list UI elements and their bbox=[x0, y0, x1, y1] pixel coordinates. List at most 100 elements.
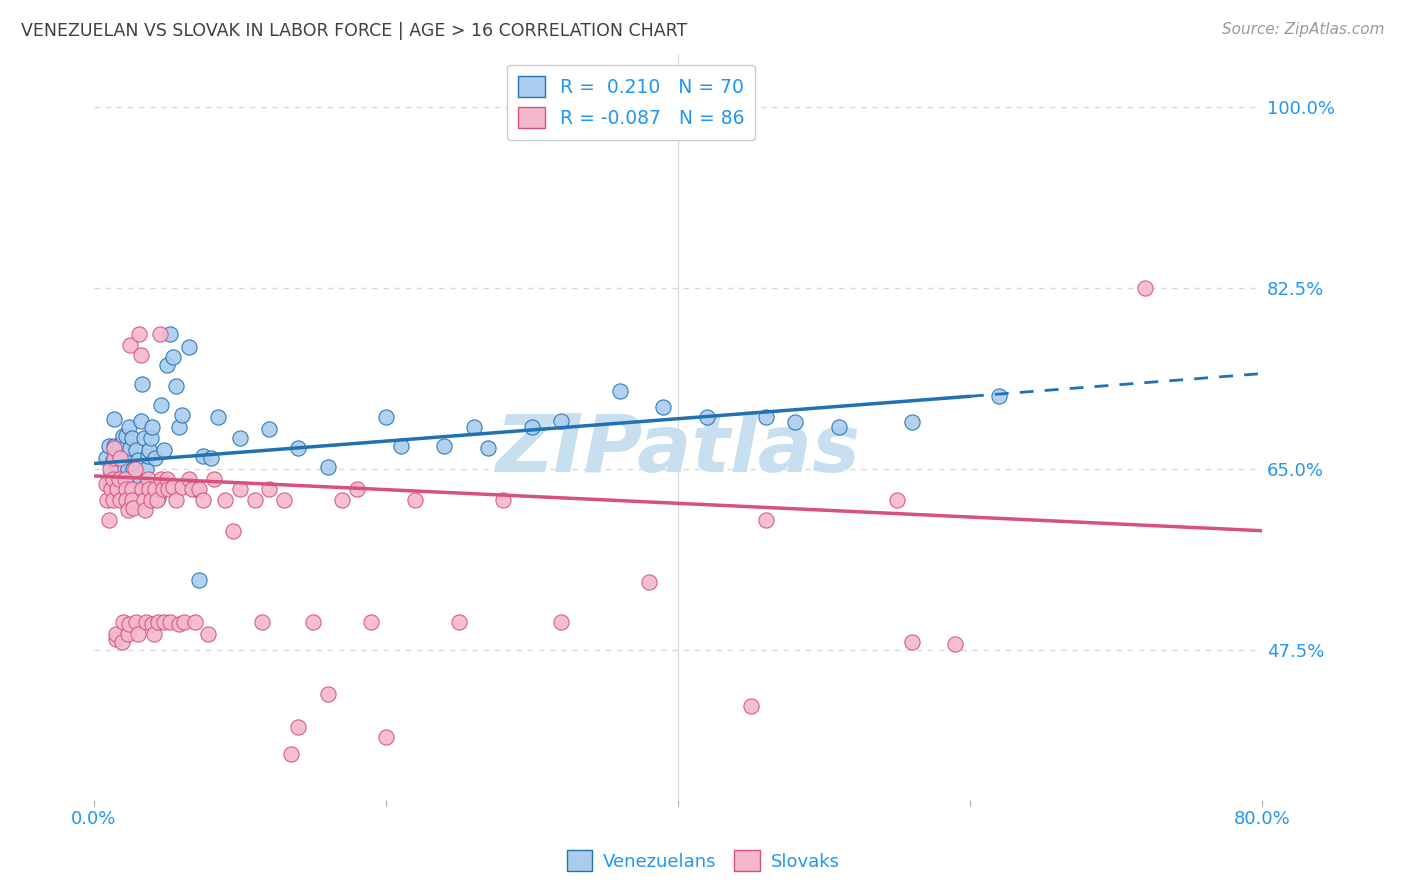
Point bbox=[124, 461, 146, 475]
Point bbox=[146, 615, 169, 629]
Point bbox=[463, 420, 485, 434]
Point bbox=[139, 492, 162, 507]
Point bbox=[433, 439, 456, 453]
Point bbox=[136, 472, 159, 486]
Point bbox=[122, 500, 145, 515]
Point bbox=[184, 483, 207, 497]
Point bbox=[100, 483, 122, 497]
Point bbox=[134, 503, 156, 517]
Point bbox=[167, 616, 190, 631]
Point bbox=[159, 327, 181, 342]
Point bbox=[177, 340, 200, 354]
Point bbox=[104, 627, 127, 641]
Point bbox=[150, 398, 173, 412]
Point bbox=[97, 439, 120, 453]
Point bbox=[149, 327, 172, 342]
Point bbox=[100, 467, 122, 481]
Point bbox=[221, 524, 243, 538]
Point bbox=[173, 615, 195, 629]
Point bbox=[180, 483, 202, 497]
Point bbox=[118, 616, 141, 631]
Point bbox=[162, 480, 184, 494]
Point bbox=[134, 480, 156, 494]
Point bbox=[943, 637, 966, 651]
Point bbox=[183, 615, 205, 629]
Point bbox=[112, 615, 135, 629]
Point bbox=[214, 492, 236, 507]
Point bbox=[94, 477, 117, 491]
Point bbox=[330, 492, 353, 507]
Point bbox=[447, 615, 470, 629]
Point bbox=[886, 492, 908, 507]
Point bbox=[404, 492, 426, 507]
Point bbox=[477, 441, 499, 455]
Point bbox=[142, 627, 165, 641]
Point bbox=[360, 615, 382, 629]
Point bbox=[115, 428, 138, 442]
Point bbox=[141, 616, 163, 631]
Point bbox=[132, 431, 155, 445]
Point bbox=[111, 472, 134, 486]
Point bbox=[101, 492, 124, 507]
Point bbox=[157, 483, 180, 497]
Point bbox=[108, 438, 131, 452]
Point bbox=[138, 483, 160, 497]
Point bbox=[121, 492, 143, 507]
Point bbox=[609, 384, 631, 399]
Text: ZIPatlas: ZIPatlas bbox=[495, 410, 860, 489]
Point bbox=[118, 420, 141, 434]
Point bbox=[637, 575, 659, 590]
Point bbox=[287, 720, 309, 734]
Point bbox=[105, 483, 128, 497]
Point bbox=[143, 451, 166, 466]
Point bbox=[107, 472, 129, 486]
Point bbox=[135, 461, 157, 475]
Point bbox=[177, 472, 200, 486]
Point bbox=[550, 615, 572, 629]
Point bbox=[170, 408, 193, 422]
Point bbox=[124, 470, 146, 484]
Point bbox=[167, 420, 190, 434]
Point bbox=[125, 615, 148, 629]
Point bbox=[94, 451, 117, 466]
Point bbox=[754, 513, 776, 527]
Point bbox=[287, 441, 309, 455]
Point bbox=[128, 469, 150, 483]
Point bbox=[112, 428, 135, 442]
Point bbox=[374, 409, 396, 424]
Point bbox=[156, 472, 179, 486]
Point bbox=[114, 472, 136, 486]
Point bbox=[152, 483, 174, 497]
Point bbox=[243, 492, 266, 507]
Point bbox=[988, 389, 1011, 403]
Point bbox=[302, 615, 325, 629]
Point bbox=[103, 451, 125, 466]
Point bbox=[108, 451, 131, 466]
Point bbox=[145, 492, 167, 507]
Point bbox=[122, 461, 145, 475]
Point bbox=[783, 415, 806, 429]
Point bbox=[165, 379, 187, 393]
Point bbox=[257, 422, 280, 436]
Point bbox=[273, 492, 295, 507]
Point bbox=[128, 327, 150, 342]
Point bbox=[101, 453, 124, 467]
Point bbox=[193, 492, 215, 507]
Text: VENEZUELAN VS SLOVAK IN LABOR FORCE | AGE > 16 CORRELATION CHART: VENEZUELAN VS SLOVAK IN LABOR FORCE | AG… bbox=[21, 22, 688, 40]
Point bbox=[117, 461, 139, 475]
Point bbox=[117, 503, 139, 517]
Point bbox=[374, 731, 396, 745]
Point bbox=[900, 635, 922, 649]
Point bbox=[280, 747, 302, 761]
Point bbox=[132, 492, 155, 507]
Text: Source: ZipAtlas.com: Source: ZipAtlas.com bbox=[1222, 22, 1385, 37]
Point bbox=[229, 483, 252, 497]
Point bbox=[131, 376, 153, 391]
Point bbox=[389, 439, 412, 453]
Point bbox=[200, 451, 222, 466]
Point bbox=[170, 480, 193, 494]
Point bbox=[188, 574, 211, 588]
Point bbox=[129, 348, 152, 362]
Point bbox=[250, 615, 273, 629]
Point bbox=[127, 453, 149, 467]
